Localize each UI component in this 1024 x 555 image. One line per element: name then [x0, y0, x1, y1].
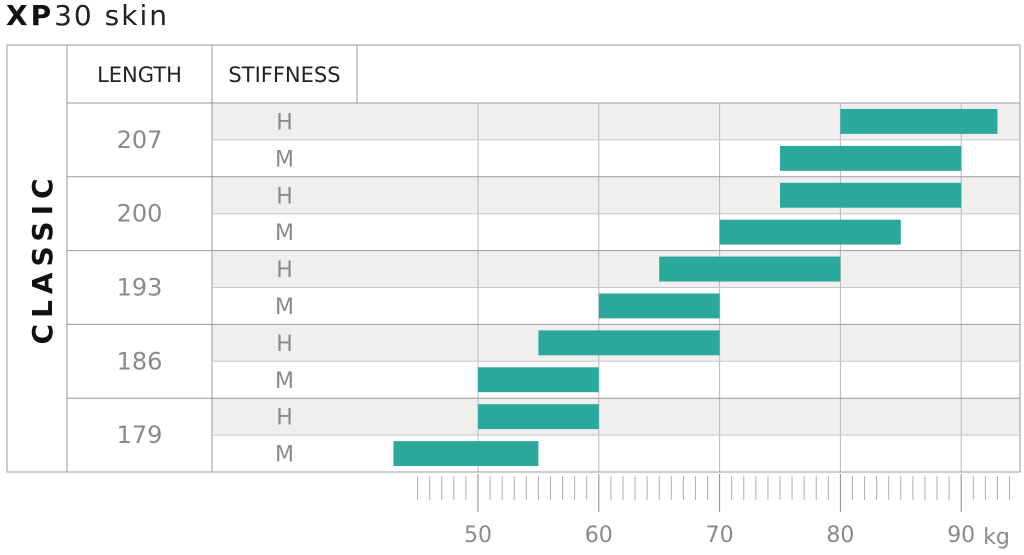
stiffness-value: H — [276, 110, 293, 135]
weight-bars — [393, 109, 998, 466]
weight-range-bar — [780, 145, 962, 171]
weight-range-bar — [780, 182, 962, 208]
stiffness-value: H — [276, 184, 293, 209]
weight-range-bar — [393, 441, 539, 466]
weight-range-bar — [478, 367, 599, 393]
chart-title: XP30 skin — [6, 0, 169, 34]
weight-range-bar — [719, 219, 901, 245]
stiffness-value: M — [275, 443, 294, 468]
weight-range-bar — [478, 404, 599, 430]
tick-label: 80 — [826, 523, 854, 548]
row-shade — [212, 250, 1020, 288]
category-label: CLASSIC — [26, 172, 59, 344]
stiffness-value: M — [275, 147, 294, 172]
title-model: XP — [6, 0, 55, 32]
stiffness-value: H — [276, 406, 293, 431]
stiffness-value: M — [275, 221, 294, 246]
length-header: LENGTH — [97, 63, 182, 87]
weight-range-bar — [659, 256, 841, 282]
tick-label: 90 — [947, 523, 975, 548]
stiffness-value: M — [275, 295, 294, 320]
x-axis: 50 60 70 80 90 kg — [417, 474, 1011, 550]
unit-label: kg — [983, 525, 1010, 550]
table-lines — [6, 44, 1021, 473]
length-value: 179 — [117, 421, 163, 449]
stiffness-header: STIFFNESS — [228, 63, 340, 87]
row-shade — [212, 398, 1020, 436]
table-border — [6, 44, 1021, 473]
tick-label: 60 — [585, 523, 613, 548]
length-value: 193 — [117, 274, 163, 302]
weight-range-bar — [840, 109, 998, 134]
length-value: 200 — [117, 200, 163, 228]
tick-label: 70 — [706, 523, 734, 548]
weight-range-bar — [598, 293, 720, 319]
stiffness-value: H — [276, 332, 293, 357]
length-value: 186 — [117, 347, 163, 375]
stiffness-value: M — [275, 369, 294, 394]
tick-label: 50 — [464, 523, 492, 548]
title-variant: 30 skin — [54, 0, 169, 32]
length-value: 207 — [117, 126, 163, 154]
stiffness-value: H — [276, 258, 293, 283]
weight-range-bar — [538, 330, 720, 356]
